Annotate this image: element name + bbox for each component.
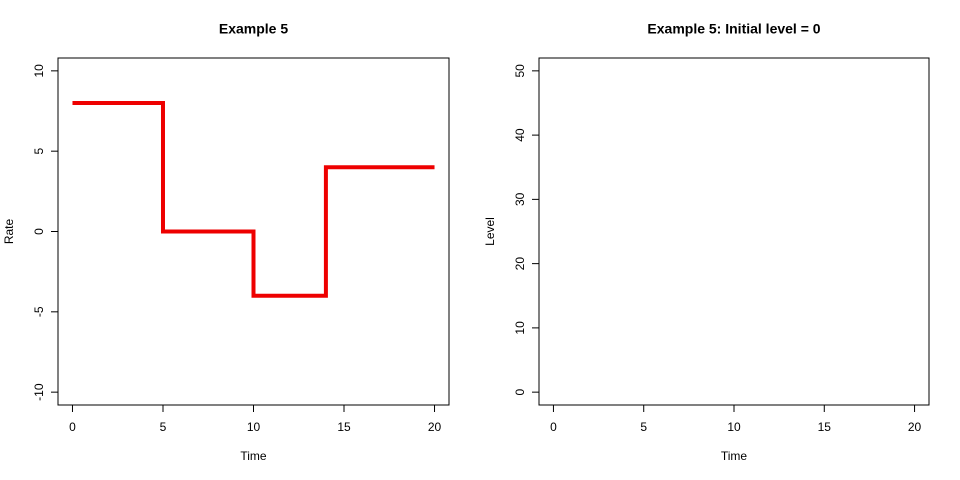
x-tick-label: 5 [640,420,647,434]
x-tick-label: 0 [69,420,76,434]
y-tick-label: 40 [513,128,527,142]
chart-title: Example 5 [219,21,288,37]
y-tick-label: 20 [513,257,527,271]
x-tick-label: 0 [550,420,557,434]
x-tick-label: 15 [818,420,832,434]
x-tick-label: 15 [337,420,351,434]
x-axis-label: Time [240,449,267,463]
x-axis-label: Time [721,449,748,463]
x-tick-label: 10 [247,420,261,434]
y-tick-label: 30 [513,192,527,206]
y-tick-label: 50 [513,64,527,78]
chart-title: Example 5: Initial level = 0 [647,21,820,37]
plot-frame [538,57,930,406]
y-axis-label: Rate [2,219,16,245]
x-tick-label: 5 [160,420,167,434]
line-series [72,100,435,298]
y-tick-label: 5 [32,148,46,155]
x-tick-label: 20 [908,420,922,434]
x-tick-label: 20 [428,420,442,434]
y-axis-label: Level [483,217,497,246]
y-tick-label: 0 [513,388,527,395]
y-tick-label: 10 [513,321,527,335]
y-tick-label: -10 [32,383,46,401]
y-tick-label: -5 [32,306,46,317]
y-tick-label: 10 [32,64,46,78]
y-tick-label: 0 [32,228,46,235]
x-tick-label: 10 [727,420,741,434]
